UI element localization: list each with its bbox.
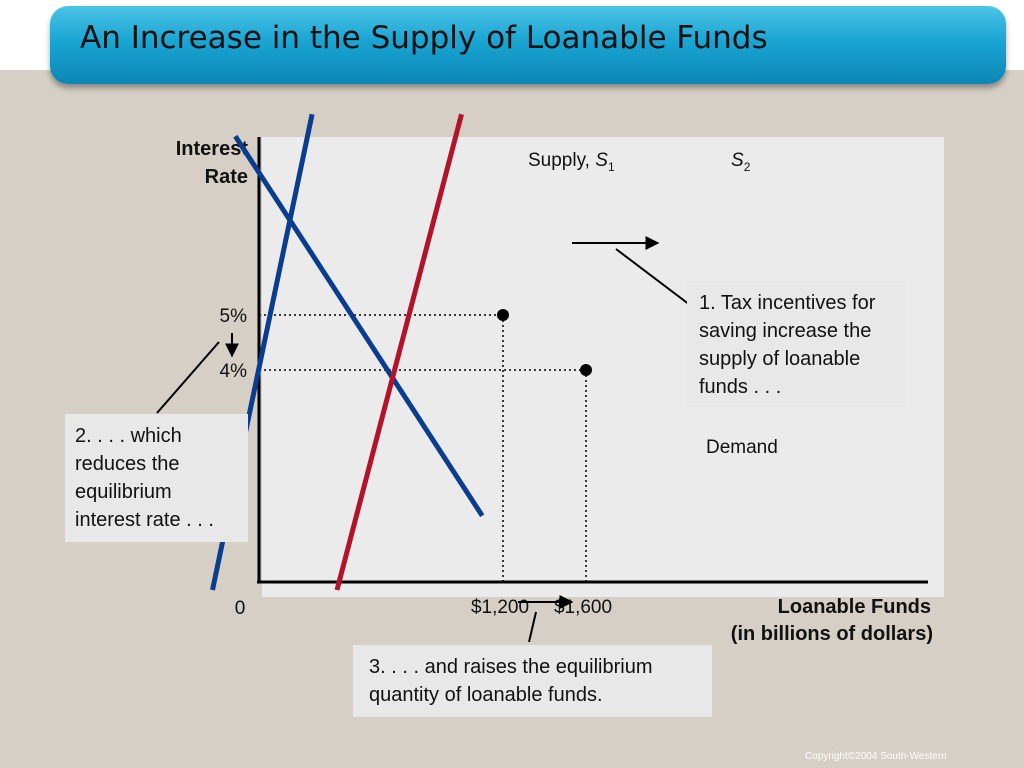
slide-title: An Increase in the Supply of Loanable Fu…: [80, 20, 768, 56]
y-tick-label: 5%: [220, 306, 248, 327]
y-tick-label: 4%: [220, 361, 248, 382]
annotation-tax-incentives: 1. Tax incentives for saving increase th…: [687, 281, 905, 407]
annotation-line: funds . . .: [699, 376, 782, 398]
annotation-line: interest rate . . .: [75, 509, 214, 531]
y-axis-label-line-2: Rate: [205, 166, 248, 188]
copyright-notice: Copyright©2004 South-Western: [805, 751, 947, 762]
title-bar: [50, 6, 1006, 84]
demand-label: Demand: [706, 437, 778, 458]
annotation-line: saving increase the: [699, 320, 872, 342]
x-axis-label-line-2: (in billions of dollars): [731, 623, 933, 645]
supply-s2-line: [334, 113, 464, 591]
x-tick-label: $1,600: [554, 597, 612, 618]
annotation-quantity: 3. . . . and raises the equilibrium quan…: [353, 645, 712, 717]
equilibrium-point: [497, 309, 509, 321]
annotation-line: supply of loanable: [699, 348, 861, 370]
equilibrium-point: [580, 364, 592, 376]
supply-s2-label-symbol: S: [731, 150, 744, 171]
pointer-line-2: [156, 341, 220, 414]
supply-s2-label: S2: [731, 150, 751, 174]
supply-s2-label-subscript: 2: [744, 160, 751, 174]
pointer-line-1: [615, 248, 691, 306]
annotation-line: reduces the: [75, 453, 180, 475]
origin-label: 0: [235, 598, 246, 619]
supply-s1-label-subscript: 1: [608, 160, 615, 174]
annotation-line: equilibrium: [75, 481, 172, 503]
x-tick-label: $1,200: [471, 597, 529, 618]
supply-s1-label-symbol: S: [595, 150, 608, 171]
annotation-interest-rate: 2. . . . which reduces the equilibrium i…: [65, 414, 248, 542]
supply-s1-label-main: Supply,: [528, 150, 595, 171]
annotation-line: 1. Tax incentives for: [699, 292, 876, 314]
annotation-line: quantity of loanable funds.: [369, 684, 603, 706]
annotation-line: 3. . . . and raises the equilibrium: [369, 656, 653, 678]
y-axis-label-line-1: Interest: [176, 138, 249, 160]
annotation-line: 2. . . . which: [75, 425, 182, 447]
pointer-line-3: [528, 611, 537, 643]
x-axis-label-line-1: Loanable Funds: [778, 596, 931, 618]
demand-line: [233, 134, 485, 518]
supply-s1-label: Supply, S1: [528, 150, 615, 174]
